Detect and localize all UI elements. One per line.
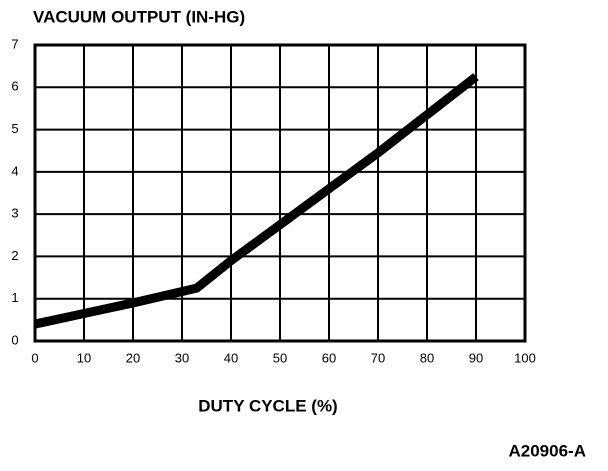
data-line: [34, 73, 479, 329]
x-tick-label: 80: [420, 350, 434, 365]
chart-title: VACUUM OUTPUT (IN-HG): [33, 7, 245, 26]
x-tick-label: 40: [224, 350, 238, 365]
x-tick-label: 100: [514, 350, 536, 365]
x-tick-label: 90: [469, 350, 483, 365]
x-tick-label: 0: [31, 350, 38, 365]
y-tick-label: 5: [11, 121, 18, 136]
y-tick-label: 1: [11, 290, 18, 305]
x-axis-label: DUTY CYCLE (%): [198, 396, 337, 415]
x-tick-label: 60: [322, 350, 336, 365]
y-tick-label: 2: [11, 248, 18, 263]
annotation: A20906-A: [509, 441, 587, 460]
y-tick-label: 7: [11, 36, 18, 51]
x-tick-label: 10: [77, 350, 91, 365]
y-tick-label: 4: [11, 163, 18, 178]
x-tick-label: 50: [273, 350, 287, 365]
y-tick-label: 3: [11, 206, 18, 221]
x-tick-label: 70: [371, 350, 385, 365]
y-tick-label: 0: [11, 332, 18, 347]
y-tick-label: 6: [11, 79, 18, 94]
plot-frame: [33, 43, 527, 343]
x-tick-label: 20: [126, 350, 140, 365]
x-tick-label: 30: [175, 350, 189, 365]
